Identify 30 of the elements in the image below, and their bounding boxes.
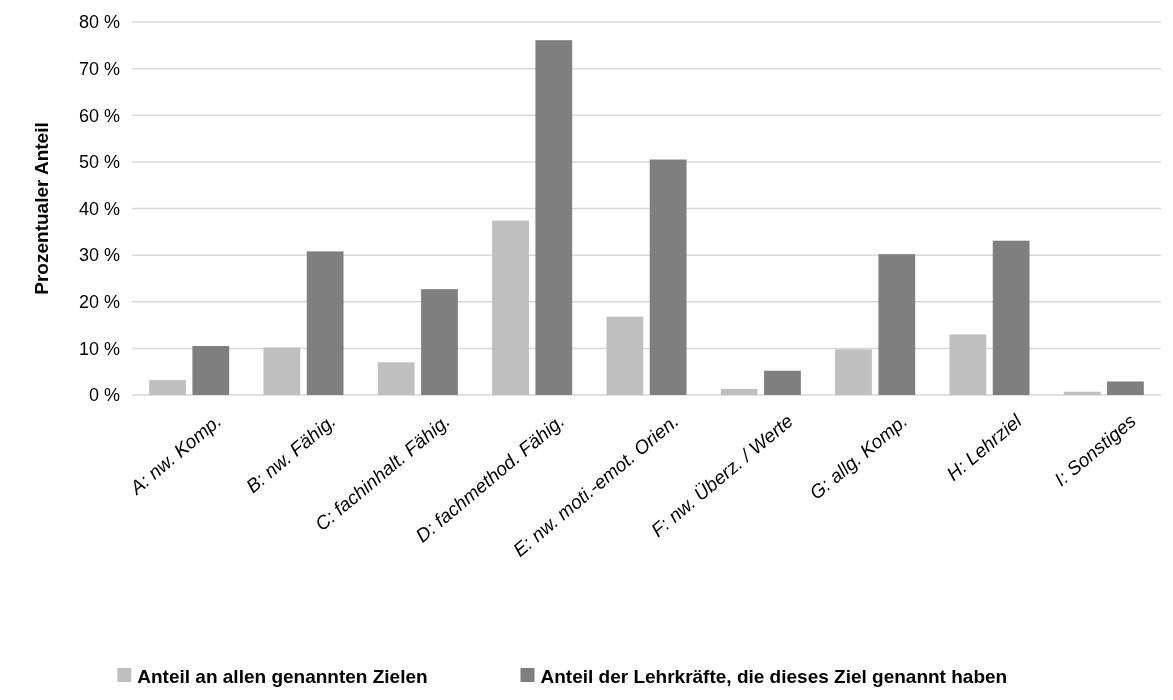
bar <box>649 159 687 395</box>
bar <box>949 334 987 395</box>
bar <box>992 240 1030 395</box>
y-tick-label: 50 % <box>78 152 120 173</box>
bar <box>492 220 529 395</box>
bar <box>720 388 758 395</box>
bar <box>1107 381 1144 395</box>
bar <box>149 380 186 395</box>
bar <box>192 346 230 395</box>
bar <box>606 316 644 395</box>
legend-label: Anteil an allen genannten Zielen <box>137 665 428 687</box>
y-tick-label: 10 % <box>78 338 120 359</box>
bar <box>878 254 916 395</box>
y-axis-title: Prozentualer Anteil <box>31 122 52 295</box>
y-tick-label: 70 % <box>78 58 120 79</box>
y-tick-label: 80 % <box>78 12 120 33</box>
bar <box>263 347 301 395</box>
legend-label: Anteil der Lehrkräfte, die dieses Ziel genannt haben <box>540 665 1008 687</box>
bar <box>764 370 801 395</box>
bar <box>1063 391 1101 395</box>
bar <box>835 349 872 395</box>
y-tick-label: 20 % <box>78 292 120 313</box>
bar <box>535 40 573 395</box>
y-tick-label: 60 % <box>78 105 120 126</box>
y-tick-label: 30 % <box>78 245 120 266</box>
y-tick-label: 0 % <box>88 385 120 406</box>
bar <box>377 362 415 395</box>
bar <box>306 251 344 395</box>
y-tick-label: 40 % <box>78 198 120 219</box>
bar <box>421 289 458 395</box>
